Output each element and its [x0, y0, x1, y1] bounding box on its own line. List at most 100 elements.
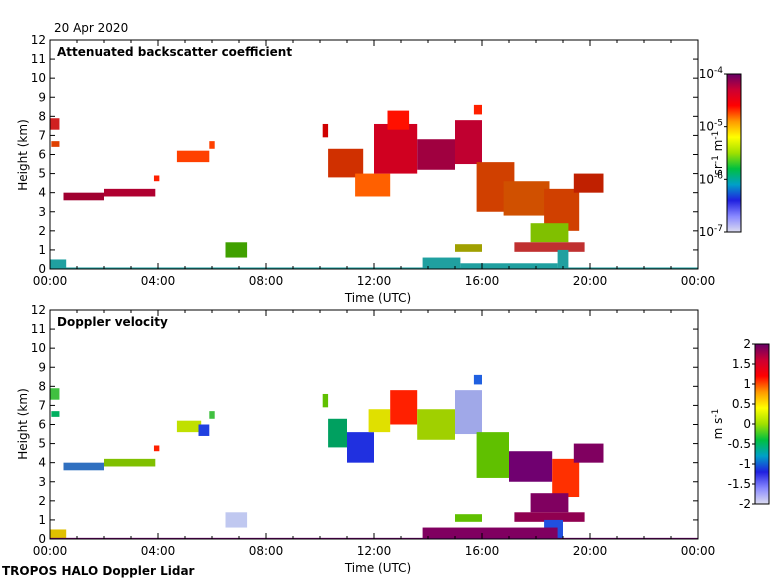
backscatter-echo-1	[51, 141, 60, 147]
doppler-echo-23	[455, 514, 482, 522]
doppler-echo-1	[51, 411, 60, 417]
doppler-echo-13	[390, 390, 418, 425]
backscatter-title: Attenuated backscatter coefficient	[57, 45, 292, 59]
doppler-x-ticks: 00:00 04:00 08:00 12:00 16:00 20:00 00:00	[33, 310, 716, 558]
backscatter-echo-0	[50, 118, 60, 130]
doppler-echo-8	[225, 512, 248, 528]
backscatter-y-tick-label: 11	[31, 52, 46, 66]
backscatter-echo-10	[355, 173, 391, 197]
doppler-colorbar-ticks: -2 -1.5 -1 -0.5 0 0.5 1 1.5 2	[728, 337, 755, 511]
backscatter-y-tick-label: 7	[38, 128, 46, 142]
doppler-echo-0	[50, 388, 60, 400]
doppler-y-tick-label: 8	[38, 379, 46, 393]
doppler-colorbar-tick-label: 0.5	[732, 397, 751, 411]
doppler-y-tick-label: 11	[31, 322, 46, 336]
backscatter-y-tick-label: 1	[38, 243, 46, 257]
backscatter-x-tick-label: 04:00	[141, 274, 176, 288]
backscatter-echo-17	[503, 181, 550, 216]
backscatter-echo-11	[374, 123, 418, 174]
backscatter-y-axis-label: Height (km)	[16, 119, 30, 190]
doppler-x-tick-label: 12:00	[357, 544, 392, 558]
doppler-y-tick-label: 9	[38, 360, 46, 374]
doppler-echo-10	[328, 418, 347, 448]
backscatter-x-axis-label: Time (UTC)	[344, 291, 411, 305]
backscatter-echo-5	[176, 150, 210, 163]
doppler-y-tick-label: 7	[38, 398, 46, 412]
doppler-y-tick-label: 3	[38, 475, 46, 489]
backscatter-colorbar-label: sr-1 m-1	[711, 131, 725, 176]
doppler-echo-20	[573, 443, 604, 463]
doppler-y-tick-label: 4	[38, 456, 46, 470]
doppler-colorbar-tick-label: 2	[743, 337, 751, 351]
doppler-x-tick-label: 04:00	[141, 544, 176, 558]
backscatter-echo-3	[104, 188, 156, 197]
doppler-echo-15	[455, 390, 482, 435]
backscatter-echo-24	[422, 257, 461, 269]
backscatter-colorbar	[726, 73, 742, 233]
doppler-echo-26	[422, 527, 558, 539]
doppler-y-tick-label: 12	[31, 303, 46, 317]
doppler-echo-2	[63, 462, 104, 471]
doppler-colorbar-tick-label: -1.5	[728, 477, 751, 491]
doppler-x-axis-label: Time (UTC)	[344, 561, 411, 575]
doppler-x-tick-label: 00:00	[33, 544, 68, 558]
backscatter-echo-7	[225, 242, 248, 258]
backscatter-colorbar-tick-label: 10-7	[699, 224, 723, 239]
backscatter-y-tick-label: 12	[31, 33, 46, 47]
doppler-echo-9	[322, 393, 329, 408]
backscatter-x-tick-label: 12:00	[357, 274, 392, 288]
doppler-colorbar-label: m s-1	[711, 409, 725, 440]
doppler-echo-22	[514, 512, 585, 522]
backscatter-echo-12	[387, 110, 410, 130]
doppler-y-tick-label: 0	[38, 532, 46, 546]
backscatter-x-tick-label: 20:00	[573, 274, 608, 288]
doppler-y-axis-label: Height (km)	[16, 388, 30, 459]
doppler-title: Doppler velocity	[57, 315, 168, 329]
doppler-echo-12	[368, 409, 391, 433]
doppler-y-tick-label: 5	[38, 437, 46, 451]
doppler-echo-layer	[50, 374, 698, 539]
doppler-colorbar	[754, 343, 770, 505]
backscatter-echo-21	[514, 242, 585, 252]
backscatter-x-ticks: 00:00 04:00 08:00 12:00 16:00 20:00 00:00	[33, 40, 715, 288]
backscatter-echo-2	[63, 192, 104, 201]
backscatter-y-tick-label: 4	[38, 186, 46, 200]
backscatter-y-tick-label: 0	[38, 262, 46, 276]
backscatter-echo-15	[473, 104, 482, 115]
backscatter-echo-8	[322, 123, 329, 138]
doppler-echo-17	[476, 432, 509, 478]
backscatter-echo-9	[328, 148, 364, 178]
doppler-colorbar-tick-label: 1.5	[732, 357, 751, 371]
doppler-y-tick-label: 10	[31, 341, 46, 355]
doppler-echo-19	[552, 458, 580, 498]
backscatter-y-tick-label: 3	[38, 205, 46, 219]
backscatter-echo-19	[573, 173, 604, 193]
doppler-colorbar-tick-label: -1	[739, 457, 751, 471]
backscatter-echo-6	[209, 141, 215, 149]
doppler-x-tick-label: 20:00	[573, 544, 608, 558]
doppler-echo-4	[153, 445, 160, 452]
doppler-echo-5	[176, 420, 202, 433]
doppler-colorbar-tick-label: 0	[743, 417, 751, 431]
backscatter-panel: Attenuated backscatter coefficient 0 12 3 4…	[16, 33, 742, 305]
doppler-x-tick-label: 00:00	[681, 544, 716, 558]
backscatter-echo-22	[455, 244, 482, 252]
backscatter-y-tick-label: 5	[38, 167, 46, 181]
doppler-x-tick-label: 16:00	[465, 544, 500, 558]
backscatter-x-tick-label: 16:00	[465, 274, 500, 288]
doppler-colorbar-tick-label: -0.5	[728, 437, 751, 451]
doppler-colorbar-tick-label: -2	[739, 497, 751, 511]
backscatter-echo-layer	[50, 104, 698, 269]
backscatter-echo-26	[557, 249, 569, 269]
date-label: 20 Apr 2020	[54, 21, 128, 35]
doppler-echo-11	[347, 432, 374, 463]
doppler-echo-18	[509, 451, 553, 482]
backscatter-y-tick-label: 6	[38, 148, 46, 162]
backscatter-echo-14	[455, 120, 482, 165]
doppler-y-tick-label: 6	[38, 418, 46, 432]
backscatter-x-tick-label: 08:00	[249, 274, 284, 288]
